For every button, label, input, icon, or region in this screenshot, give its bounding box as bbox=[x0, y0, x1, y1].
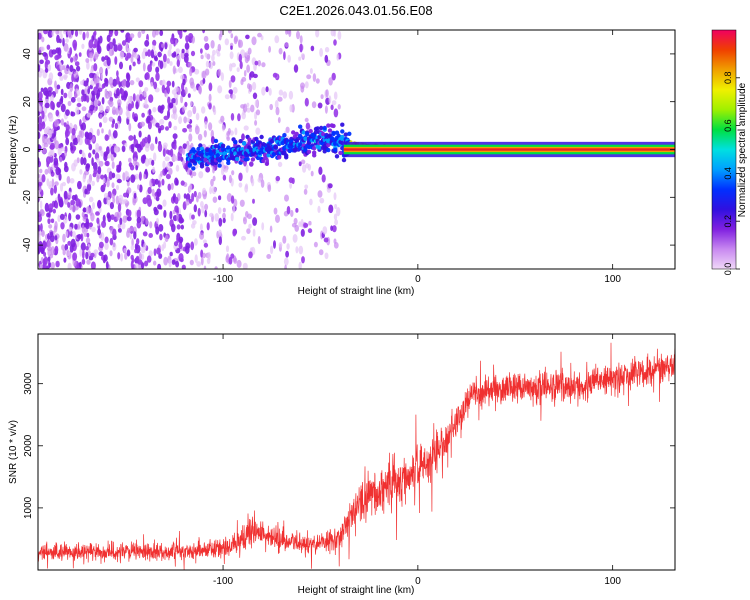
snr-y-tick-label: 2000 bbox=[23, 434, 34, 457]
spectrogram-y-tick-label: 0 bbox=[22, 146, 33, 152]
spectrogram-y-tick-label: 40 bbox=[22, 48, 33, 60]
colorbar-tick-label: 0.6 bbox=[723, 119, 733, 132]
spectrogram-x-tick-label: 0 bbox=[415, 274, 421, 285]
colorbar-tick-label: 0.4 bbox=[723, 167, 733, 180]
snr-y-label: SNR (10 * v/v) bbox=[8, 420, 19, 484]
snr-panel: -100 0 100 1000 2000 3000 Height of straight … bbox=[8, 333, 676, 596]
colorbar-tick-label: 0.0 bbox=[723, 263, 733, 276]
spectrogram-heatmap bbox=[38, 30, 675, 269]
spectrogram-y-tick-label: -20 bbox=[22, 190, 33, 205]
colorbar-tick-label: 0.2 bbox=[723, 215, 733, 228]
colorbar: 0.0 0.2 0.4 0.6 0.8 Normalized spectral ampl… bbox=[711, 29, 748, 276]
colorbar-tick-label: 0.8 bbox=[723, 72, 733, 85]
snr-y-tick-label: 3000 bbox=[23, 372, 34, 395]
colorbar-label: Normalized spectral amplitude bbox=[737, 82, 748, 217]
spectrogram-y-tick-label: 20 bbox=[22, 96, 33, 108]
figure-title: C2E1.2026.043.01.56.E08 bbox=[279, 3, 432, 18]
spectrogram-panel: -100 0 100 -40 -20 0 20 40 Height of straight l… bbox=[8, 29, 676, 297]
snr-x-tick-label: -100 bbox=[213, 576, 233, 587]
spectrogram-ticks: -100 0 100 -40 -20 0 20 40 bbox=[22, 30, 675, 285]
spectrogram-x-label: Height of straight line (km) bbox=[298, 286, 415, 297]
spectrogram-x-tick-label: 100 bbox=[604, 274, 621, 285]
snr-ticks: -100 0 100 1000 2000 3000 bbox=[23, 334, 675, 587]
snr-x-tick-label: 0 bbox=[415, 576, 421, 587]
snr-y-tick-label: 1000 bbox=[23, 496, 34, 519]
spectrogram-x-tick-label: -100 bbox=[213, 274, 233, 285]
spectrogram-y-label: Frequency (Hz) bbox=[8, 116, 19, 185]
spectrogram-y-tick-label: -40 bbox=[22, 237, 33, 252]
snr-series-line bbox=[38, 342, 675, 570]
snr-x-tick-label: 100 bbox=[604, 576, 621, 587]
snr-x-label: Height of straight line (km) bbox=[298, 585, 415, 596]
colorbar-ticks: 0.0 0.2 0.4 0.6 0.8 bbox=[723, 72, 740, 276]
snr-frame bbox=[37, 333, 676, 571]
colorbar-gradient bbox=[711, 29, 737, 270]
